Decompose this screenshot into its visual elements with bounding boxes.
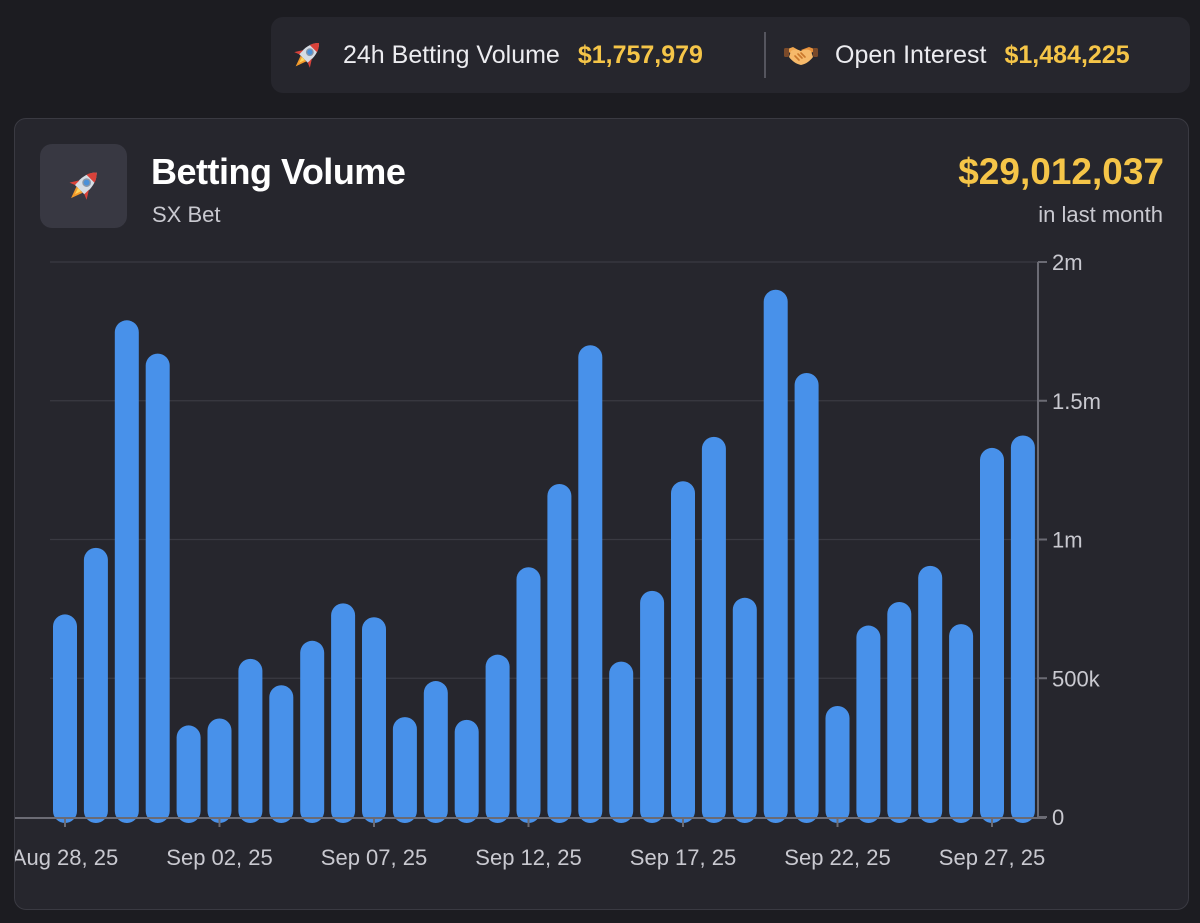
y-tick-label: 1.5m: [1052, 389, 1101, 414]
open-interest-label: Open Interest: [835, 40, 987, 69]
volume-stat-value: $1,757,979: [577, 40, 703, 69]
bar[interactable]: [856, 625, 881, 823]
bar[interactable]: [918, 565, 943, 823]
handshake-icon: [784, 47, 818, 65]
bar[interactable]: [609, 661, 634, 823]
bar[interactable]: [362, 617, 386, 823]
x-tick-label: Aug 28, 25: [15, 845, 118, 870]
bar[interactable]: [763, 289, 788, 823]
stat-divider: [764, 32, 766, 78]
bar[interactable]: [145, 353, 170, 823]
bar[interactable]: [83, 547, 108, 823]
x-tick-label: Sep 17, 25: [630, 845, 736, 870]
bar[interactable]: [578, 345, 603, 823]
bar[interactable]: [454, 719, 479, 823]
bar[interactable]: [269, 685, 294, 823]
bar[interactable]: [640, 590, 665, 823]
bar[interactable]: [114, 320, 139, 823]
bar[interactable]: [825, 706, 850, 823]
bar[interactable]: [794, 373, 819, 823]
betting-volume-card: Betting Volume SX Bet $29,012,037 in las…: [14, 118, 1189, 910]
bar[interactable]: [887, 601, 912, 823]
total-volume-caption: in last month: [1038, 202, 1163, 227]
bar[interactable]: [949, 624, 974, 823]
open-interest-stat: Open Interest $1,484,225: [783, 17, 1130, 93]
y-tick-label: 1m: [1052, 528, 1083, 553]
bar[interactable]: [423, 681, 448, 823]
card-title: Betting Volume: [151, 151, 406, 192]
card-subtitle: SX Bet: [152, 202, 221, 227]
y-tick-label: 2m: [1052, 250, 1083, 275]
bar[interactable]: [331, 603, 356, 823]
open-interest-value: $1,484,225: [1004, 40, 1130, 69]
bar[interactable]: [671, 481, 695, 823]
bar[interactable]: [1010, 435, 1035, 823]
bar[interactable]: [547, 484, 572, 823]
header-stats-bar: 24h Betting Volume $1,757,979 Open Inter…: [271, 17, 1190, 93]
rocket-icon: [69, 172, 97, 200]
bar[interactable]: [53, 614, 77, 823]
x-tick-label: Sep 22, 25: [784, 845, 890, 870]
x-tick-label: Sep 07, 25: [321, 845, 427, 870]
x-tick-label: Sep 02, 25: [166, 845, 272, 870]
volume-stat-label: 24h Betting Volume: [343, 40, 560, 69]
rocket-icon: [294, 42, 320, 68]
bar[interactable]: [238, 658, 263, 823]
bar[interactable]: [732, 597, 757, 823]
bar[interactable]: [485, 654, 510, 823]
bar[interactable]: [980, 447, 1004, 823]
card-logo: [40, 144, 127, 228]
bar[interactable]: [207, 718, 232, 823]
total-volume: $29,012,037: [958, 151, 1164, 192]
bar[interactable]: [300, 640, 325, 823]
bar[interactable]: [701, 436, 726, 823]
volume-stat: 24h Betting Volume $1,757,979: [287, 17, 703, 93]
y-tick-label: 500k: [1052, 666, 1101, 691]
bar[interactable]: [516, 567, 541, 823]
y-tick-label: 0: [1052, 805, 1064, 830]
bar[interactable]: [176, 725, 201, 823]
volume-bar-chart: 0 500k 1m 1.5m 2m Aug 28, 25 Sep 02, 25 Sep 07,…: [15, 250, 1101, 870]
x-tick-label: Sep 27, 25: [939, 845, 1045, 870]
bar[interactable]: [392, 717, 417, 823]
x-tick-label: Sep 12, 25: [475, 845, 581, 870]
